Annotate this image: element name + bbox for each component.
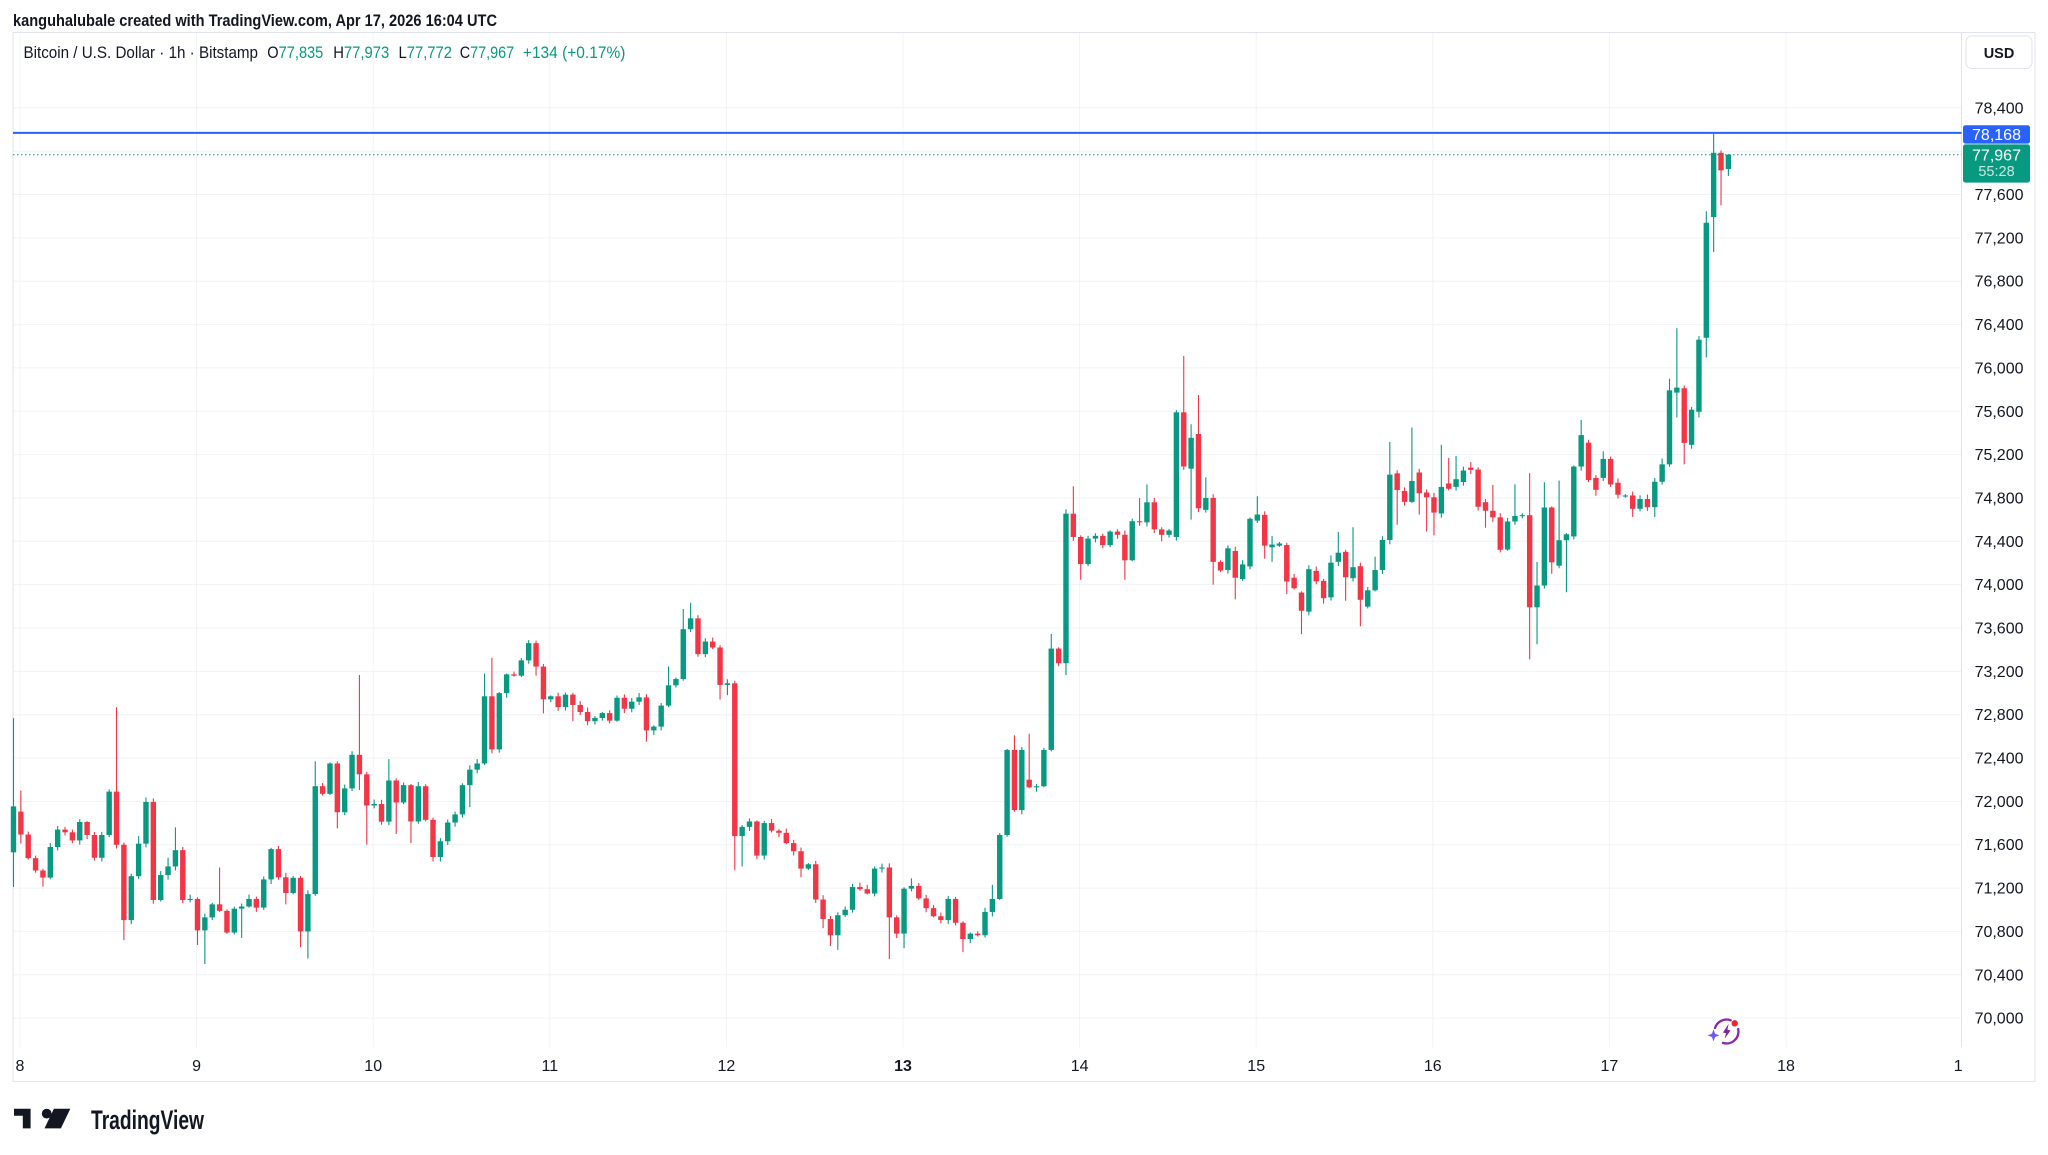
svg-text:70,000: 70,000 — [1975, 1011, 2024, 1028]
svg-text:71,600: 71,600 — [1975, 837, 2024, 854]
svg-text:70,800: 70,800 — [1975, 924, 2024, 941]
svg-text:73,600: 73,600 — [1975, 621, 2024, 638]
svg-text:17: 17 — [1601, 1058, 1619, 1075]
svg-text:TradingView: TradingView — [91, 1105, 204, 1135]
svg-text:74,800: 74,800 — [1975, 491, 2024, 508]
svg-text:78,168: 78,168 — [1972, 127, 2021, 144]
svg-text:72,000: 72,000 — [1975, 794, 2024, 811]
svg-text:L77,772: L77,772 — [399, 43, 453, 62]
svg-text:70,400: 70,400 — [1975, 967, 2024, 984]
svg-text:kanguhalubale created with Tra: kanguhalubale created with TradingView.c… — [13, 11, 497, 30]
svg-text:74,000: 74,000 — [1975, 577, 2024, 594]
svg-text:18: 18 — [1777, 1058, 1795, 1075]
svg-text:C77,967: C77,967 — [460, 43, 515, 62]
svg-text:77,600: 77,600 — [1975, 187, 2024, 204]
svg-text:13: 13 — [894, 1058, 912, 1075]
svg-text:+134 (+0.17%): +134 (+0.17%) — [523, 43, 626, 62]
svg-text:8: 8 — [16, 1058, 25, 1075]
svg-text:14: 14 — [1071, 1058, 1089, 1075]
svg-text:O77,835: O77,835 — [267, 43, 323, 62]
svg-text:76,000: 76,000 — [1975, 360, 2024, 377]
svg-text:12: 12 — [718, 1058, 736, 1075]
svg-text:73,200: 73,200 — [1975, 664, 2024, 681]
svg-text:11: 11 — [541, 1058, 558, 1075]
svg-text:72,400: 72,400 — [1975, 751, 2024, 768]
svg-text:77,200: 77,200 — [1975, 230, 2024, 247]
svg-text:9: 9 — [192, 1058, 201, 1075]
svg-text:H77,973: H77,973 — [333, 43, 389, 62]
svg-text:78,400: 78,400 — [1975, 100, 2024, 117]
svg-text:76,400: 76,400 — [1975, 317, 2024, 334]
svg-text:19: 19 — [1954, 1058, 1972, 1075]
svg-text:USD: USD — [1984, 46, 2015, 62]
svg-text:75,200: 75,200 — [1975, 447, 2024, 464]
svg-text:75,600: 75,600 — [1975, 404, 2024, 421]
svg-text:76,800: 76,800 — [1975, 274, 2024, 291]
svg-text:10: 10 — [364, 1058, 382, 1075]
svg-text:71,200: 71,200 — [1975, 881, 2024, 898]
svg-text:55:28: 55:28 — [1978, 164, 2014, 180]
svg-text:72,800: 72,800 — [1975, 707, 2024, 724]
svg-text:15: 15 — [1247, 1058, 1265, 1075]
svg-text:Bitcoin / U.S. Dollar · 1h · B: Bitcoin / U.S. Dollar · 1h · Bitstamp — [24, 43, 259, 62]
svg-text:77,967: 77,967 — [1972, 147, 2021, 164]
svg-text:16: 16 — [1424, 1058, 1442, 1075]
svg-text:74,400: 74,400 — [1975, 534, 2024, 551]
